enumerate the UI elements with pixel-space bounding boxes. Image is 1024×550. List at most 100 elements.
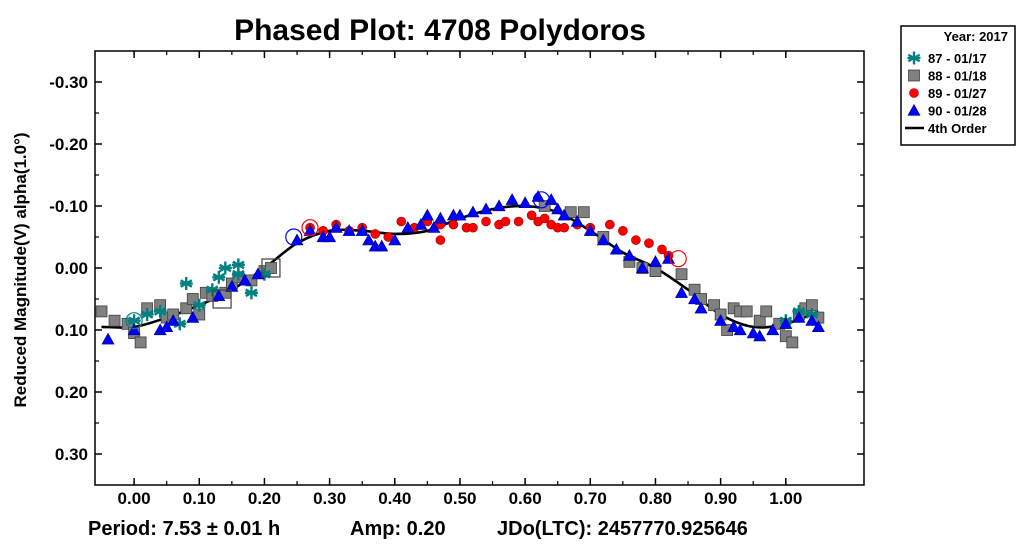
y-tick-label: 0.10 (55, 321, 88, 340)
data-point-triangle (323, 230, 337, 243)
legend-swatch-asterisk (907, 51, 921, 65)
x-tick-label: 0.70 (574, 489, 607, 508)
legend-entry: 4th Order (905, 121, 987, 136)
data-point-asterisk (231, 258, 245, 272)
data-point-triangle (225, 279, 239, 292)
legend-swatch-square (908, 69, 920, 82)
legend: Year: 2017 87 - 01/17 88 - 01/18 89 - 01/2… (900, 25, 1016, 146)
data-point-triangle (811, 320, 825, 333)
data-point-circle (481, 216, 491, 227)
data-point-square (740, 305, 753, 318)
data-point-triangle (635, 261, 649, 274)
legend-entry: 89 - 01/27 (909, 86, 987, 101)
y-axis: -0.30 -0.20 -0.10 0.00 0.10 0.20 0.30 (49, 73, 864, 464)
data-point-triangle (805, 314, 819, 326)
highlight-marker-square (261, 258, 281, 278)
data-point-triangle (648, 255, 662, 267)
legend-label: 89 - 01/27 (928, 86, 987, 101)
legend-title: Year: 2017 (944, 29, 1008, 44)
data-point-triangle (238, 273, 252, 286)
jdo-label: JDo(LTC): 2457770.925646 (497, 518, 748, 540)
data-point-square (649, 265, 662, 278)
data-point-circle (448, 219, 459, 230)
data-point-triangle (388, 233, 402, 246)
highlight-marker-asterisk (125, 312, 143, 330)
x-tick-label: 0.40 (378, 489, 411, 508)
data-point-asterisk (218, 261, 232, 275)
data-point-circle (370, 229, 381, 239)
data-point-triangle (479, 202, 493, 215)
data-point-asterisk (127, 314, 141, 328)
data-point-triangle (414, 217, 428, 230)
data-point-triangle (160, 320, 174, 333)
legend-entry: 88 - 01/18 (908, 69, 987, 84)
highlight-marker-circle (669, 250, 687, 268)
data-point-triangle (714, 314, 728, 326)
data-point-triangle (453, 208, 467, 221)
data-point-circle (631, 235, 641, 245)
data-point-triangle (551, 202, 565, 215)
y-tick-label: -0.10 (49, 197, 88, 216)
data-point-circle (559, 222, 570, 233)
data-point-asterisk (212, 270, 226, 284)
data-point-square (708, 299, 721, 312)
data-point-square (786, 336, 799, 349)
data-point-asterisk (173, 317, 187, 331)
data-point-asterisk (244, 286, 258, 300)
data-point-triangle (127, 323, 141, 336)
y-tick-label: 0.30 (55, 445, 88, 464)
data-point-triangle (766, 323, 780, 336)
data-point-triangle (433, 211, 447, 224)
data-point-triangle (779, 317, 793, 329)
data-point-circle (644, 238, 654, 248)
data-point-circle (500, 216, 511, 227)
data-point-triangle (355, 224, 369, 236)
data-point-square (180, 302, 193, 315)
highlighted-points-layer (125, 191, 687, 330)
data-point-triangle (531, 190, 545, 202)
data-point-triangle (622, 248, 636, 261)
data-point-circle (526, 210, 537, 221)
highlight-marker-triangle (285, 228, 303, 246)
data-point-triangle (557, 208, 571, 221)
x-tick-label: 0.00 (118, 489, 151, 508)
amplitude-label: Amp: 0.20 (350, 518, 446, 540)
data-point-triangle (166, 314, 180, 326)
chart-title: Phased Plot: 4708 Polydoros (234, 14, 646, 47)
data-point-triangle (212, 289, 226, 302)
data-point-square (95, 305, 108, 318)
data-point-triangle (401, 221, 415, 233)
data-point-triangle (753, 329, 767, 342)
legend-swatch-triangle (907, 103, 921, 116)
data-point-triangle (101, 332, 115, 345)
data-point-triangle (733, 323, 747, 336)
x-tick-label: 1.00 (769, 489, 802, 508)
legend-label: 90 - 01/28 (928, 104, 987, 119)
highlight-marker-triangle (532, 191, 551, 209)
data-point-circle (513, 216, 524, 227)
data-point-circle (657, 244, 667, 255)
data-point-triangle (661, 252, 676, 264)
x-tick-label: 0.90 (704, 489, 737, 508)
data-point-triangle (427, 221, 441, 233)
y-tick-label: 0.00 (55, 259, 88, 278)
highlight-marker-circle (301, 219, 319, 237)
legend-label: 4th Order (928, 121, 987, 136)
data-point-circle (618, 226, 628, 236)
data-point-triangle (375, 239, 389, 252)
legend-label: 88 - 01/18 (928, 69, 987, 84)
x-tick-label: 0.50 (443, 489, 476, 508)
legend-entries: 87 - 01/17 88 - 01/18 89 - 01/27 90 - 01/28… (905, 51, 987, 136)
data-point-triangle (570, 214, 584, 227)
data-point-triangle (544, 193, 558, 205)
data-point-square (779, 330, 792, 343)
data-point-square (577, 206, 590, 219)
data-point-asterisk (192, 298, 206, 312)
data-point-triangle (251, 267, 265, 280)
y-tick-label: -0.20 (49, 135, 88, 154)
legend-entry: 90 - 01/28 (907, 103, 987, 119)
data-point-triangle (492, 199, 506, 212)
data-point-circle (396, 216, 407, 227)
data-point-triangle (518, 196, 532, 208)
